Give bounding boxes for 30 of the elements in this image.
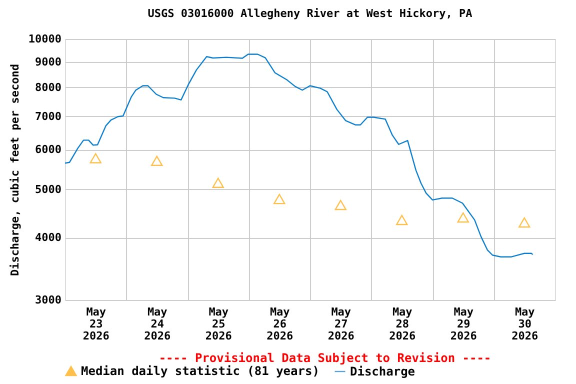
legend-label: Median daily statistic (81 years) [81, 364, 320, 378]
x-tick-label: May 30 2026 [512, 306, 538, 342]
point [518, 217, 530, 228]
y-tick-label: 6000 [35, 143, 62, 156]
x-tick-label: May 26 2026 [266, 306, 294, 342]
line-series [65, 54, 534, 258]
x-tick-label: May 29 2026 [450, 306, 478, 342]
y-tick-label: 8000 [35, 80, 62, 94]
x-tick-label: May 27 2026 [328, 306, 355, 342]
point [457, 212, 469, 223]
point [396, 214, 408, 226]
y-tick-label: 4000 [35, 231, 62, 244]
point [334, 200, 346, 210]
text: ---- Provisional Data Subject to Revision ---- [158, 351, 492, 365]
y-tick-label: 5000 [35, 182, 62, 196]
y-axis-title: Discharge, cubic feet per second [8, 64, 22, 276]
x-tick-label: May 28 2026 [389, 306, 416, 342]
legend-label: Discharge [350, 364, 416, 378]
x-tick-label: May 24 2026 [144, 306, 171, 342]
y-tick-label: 3000 [35, 294, 62, 306]
x-tick-label: May 25 2026 [205, 306, 232, 342]
chart-title: USGS 03016000 Allegheny River at West Hickory, PA [148, 7, 473, 20]
point [274, 194, 286, 204]
point [212, 178, 224, 188]
point [90, 153, 102, 164]
point [151, 156, 163, 166]
y-tick-label: 9000 [35, 55, 62, 68]
y-tick-label: 7000 [35, 110, 62, 123]
x-tick-label: May 23 2026 [82, 306, 110, 342]
y-tick-label: 10000 [28, 32, 62, 46]
